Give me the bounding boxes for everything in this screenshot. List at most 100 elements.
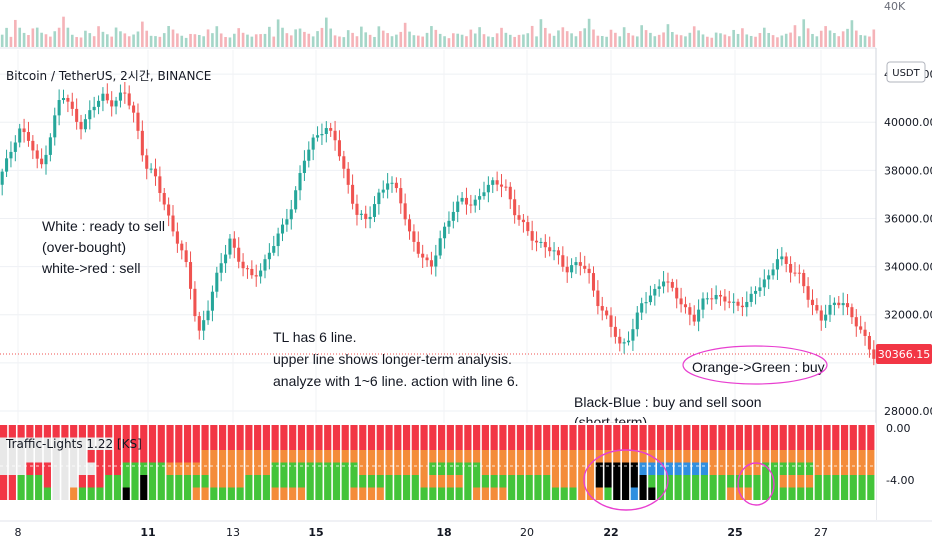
volume-bar	[92, 36, 96, 47]
traffic-light-cell	[254, 450, 262, 463]
traffic-light-cell	[657, 425, 665, 438]
candle-body	[75, 108, 79, 122]
traffic-light-cell	[332, 487, 341, 500]
traffic-light-cell	[0, 475, 8, 488]
traffic-light-cell	[727, 462, 735, 475]
volume-bar	[342, 37, 346, 47]
candle-body	[311, 137, 315, 150]
annotation-tl-lines: TL has 6 line.	[273, 329, 357, 345]
traffic-light-cell	[770, 487, 779, 500]
traffic-light-cell	[805, 487, 814, 500]
annotation-analyze: analyze with 1~6 line. action with line …	[273, 373, 519, 389]
candle-body	[44, 154, 48, 165]
volume-bar	[224, 36, 227, 47]
volume-bar	[723, 34, 727, 47]
candle-body	[197, 316, 201, 331]
traffic-light-cell	[376, 462, 384, 475]
candle-body	[407, 219, 412, 232]
traffic-light-cell	[490, 475, 498, 488]
traffic-light-cell	[805, 462, 814, 475]
traffic-light-cell	[122, 462, 130, 475]
candle-body	[727, 301, 731, 303]
traffic-light-cell	[823, 425, 831, 438]
highlight-ellipse-black-blue	[583, 449, 669, 511]
traffic-light-cell	[411, 437, 419, 450]
traffic-light-cell	[227, 487, 235, 500]
last-price-badge	[876, 344, 932, 365]
traffic-light-cell	[832, 437, 840, 450]
volume-bar	[872, 29, 876, 47]
traffic-light-cell	[61, 487, 69, 500]
traffic-light-cell	[280, 425, 288, 438]
candle-body	[175, 231, 179, 244]
currency-button-frame[interactable]	[886, 61, 926, 83]
volume-bar	[798, 36, 801, 47]
traffic-light-cell	[376, 475, 384, 488]
currency-button[interactable]: USDT	[886, 61, 926, 83]
candle-body	[167, 204, 171, 216]
traffic-light-cell	[832, 425, 840, 438]
traffic-light-cell	[639, 425, 647, 438]
traffic-light-cell	[718, 450, 726, 463]
traffic-light-cell	[262, 462, 270, 475]
candle-body	[565, 266, 569, 273]
traffic-light-cell	[324, 437, 332, 450]
candle-body	[259, 270, 263, 277]
candle-body	[718, 294, 723, 297]
traffic-light-cell	[341, 475, 349, 488]
candle-body	[40, 158, 44, 165]
traffic-light-cell	[429, 437, 437, 450]
traffic-light-cell	[735, 425, 744, 438]
indicator-pane: Traffic-Lights 1.22 [KS] 0.00 -4.00	[0, 422, 914, 521]
traffic-light-cell	[613, 450, 621, 463]
traffic-light-cell	[630, 462, 638, 475]
traffic-light-cell	[192, 450, 200, 463]
traffic-light-cell	[105, 487, 113, 500]
traffic-light-cell	[700, 425, 708, 438]
traffic-light-cell	[17, 487, 25, 500]
traffic-light-cell	[105, 425, 113, 438]
traffic-light-cell	[157, 487, 165, 500]
traffic-light-cell	[560, 487, 568, 500]
candle-body	[771, 269, 775, 276]
traffic-light-cell	[306, 462, 314, 475]
candle-body	[736, 301, 740, 306]
traffic-light-cell	[341, 425, 349, 438]
volume-bar	[62, 16, 65, 47]
traffic-light-cell	[438, 487, 446, 500]
annotation-white-red: white->red : sell	[41, 260, 140, 276]
volume-bar	[574, 36, 578, 47]
volume-bar	[215, 26, 219, 47]
traffic-light-cell	[271, 462, 279, 475]
traffic-light-cell	[78, 487, 87, 500]
traffic-light-cell	[797, 462, 805, 475]
traffic-light-cell	[744, 425, 752, 438]
volume-bar	[846, 28, 849, 47]
currency-button-label[interactable]: USDT	[892, 68, 920, 79]
traffic-light-cell	[61, 450, 69, 463]
traffic-light-cell	[359, 462, 367, 475]
candle-body	[280, 224, 285, 234]
traffic-light-cell	[341, 437, 349, 450]
traffic-light-cell	[157, 437, 165, 450]
volume-bar	[110, 36, 114, 47]
candle-body	[132, 105, 136, 113]
traffic-light-cell	[613, 425, 621, 438]
candle-body	[26, 132, 31, 141]
traffic-light-cell	[0, 487, 8, 500]
traffic-light-cell	[674, 462, 682, 475]
candle-body	[351, 184, 355, 204]
traffic-light-cell	[849, 475, 857, 488]
volume-bar	[570, 33, 573, 47]
traffic-light-cell	[271, 450, 279, 463]
volume-bar	[158, 36, 162, 47]
candle-body	[447, 220, 451, 227]
traffic-light-cell	[674, 450, 682, 463]
traffic-light-cell	[219, 462, 227, 475]
candle-body	[114, 100, 118, 107]
traffic-light-cell	[324, 487, 332, 500]
candle-body	[316, 135, 320, 138]
volume-bar	[504, 32, 508, 47]
traffic-light-cell	[639, 462, 647, 475]
